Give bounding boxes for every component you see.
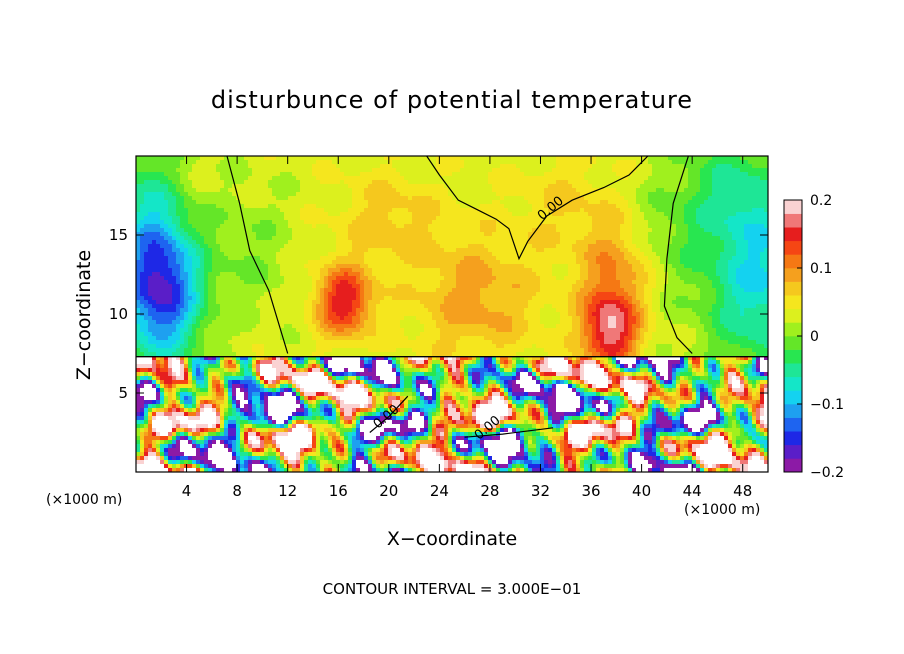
colorbar-tick-label: −0.1 — [810, 397, 844, 413]
colorbar-tick-label: 0.2 — [810, 193, 832, 209]
zero-contour-line — [464, 427, 554, 438]
x-tick-label: 4 — [182, 482, 192, 500]
colorbar-tick-label: −0.2 — [810, 465, 844, 481]
y-tick-label: 10 — [109, 305, 128, 323]
heatmap-field — [136, 156, 768, 472]
x-tick-label: 48 — [733, 482, 752, 500]
x-tick-label: 16 — [329, 482, 348, 500]
colorbar-swatch — [784, 200, 802, 214]
y-axis-label: Z−coordinate — [73, 249, 95, 381]
x-tick-label: 28 — [480, 482, 499, 500]
chart-title: disturbunce of potential temperature — [210, 86, 694, 114]
zero-contour-line — [426, 156, 649, 261]
colorbar-swatch — [784, 404, 802, 418]
x-tick-label: 40 — [632, 482, 651, 500]
colorbar: 0.2 0.1 0 −0.1 −0.2 — [783, 193, 844, 481]
colorbar-tick-label: 0.1 — [810, 261, 832, 277]
x-tick-label: 8 — [232, 482, 242, 500]
zero-contour-line — [663, 156, 693, 354]
colorbar-swatch — [784, 458, 802, 473]
colorbar-swatch — [784, 227, 802, 242]
x-tick-label: 32 — [531, 482, 550, 500]
contour-interval-note: CONTOUR INTERVAL = 3.000E−01 — [322, 580, 582, 598]
colorbar-swatch — [784, 417, 802, 432]
x-axis-ticks: 4 8 12 16 20 24 28 32 36 40 44 48 — [182, 156, 752, 500]
y-axis-ticks: 5 10 15 — [109, 226, 768, 402]
x-tick-label: 12 — [278, 482, 297, 500]
x-unit-label: (×1000 m) — [684, 502, 761, 518]
x-tick-label: 20 — [379, 482, 398, 500]
colorbar-swatch — [784, 322, 802, 337]
x-tick-label: 44 — [683, 482, 702, 500]
y-tick-label: 5 — [118, 384, 128, 402]
colorbar-swatch — [784, 390, 802, 405]
colorbar-swatch — [784, 213, 802, 228]
colorbar-swatch — [784, 376, 802, 391]
colorbar-swatch — [784, 268, 802, 282]
colorbar-tick-label: 0 — [810, 329, 819, 345]
colorbar-swatch — [784, 295, 802, 310]
zero-contour-line — [226, 156, 289, 354]
x-axis-label: X−coordinate — [386, 528, 518, 550]
x-tick-label: 24 — [430, 482, 449, 500]
colorbar-swatch — [784, 240, 802, 255]
colorbar-swatch — [784, 308, 802, 323]
zero-contour-line — [369, 395, 409, 433]
y-tick-label: 15 — [109, 226, 128, 244]
colorbar-swatch — [784, 431, 802, 446]
colorbar-swatch — [784, 349, 802, 364]
colorbar-swatch — [784, 336, 802, 350]
colorbar-swatch — [784, 254, 802, 269]
x-tick-label: 36 — [581, 482, 600, 500]
colorbar-swatch — [784, 363, 802, 378]
colorbar-swatch — [784, 281, 802, 296]
y-unit-label: (×1000 m) — [46, 492, 123, 508]
colorbar-swatch — [784, 444, 802, 459]
